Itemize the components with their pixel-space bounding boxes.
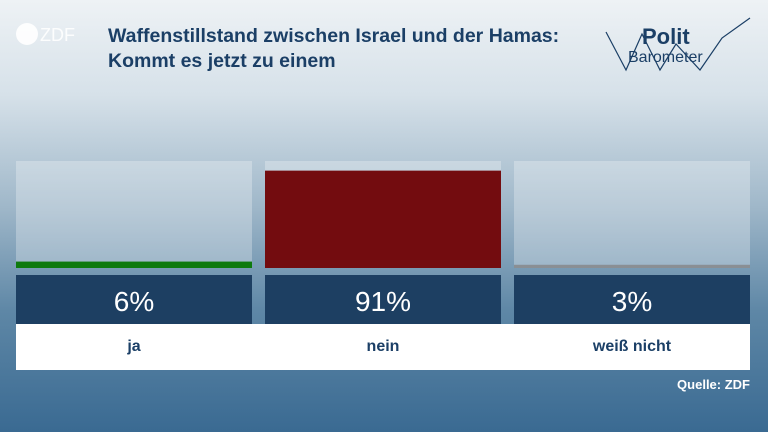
polit-word: Polit (642, 24, 690, 49)
politbarometer-zigzag-icon (605, 17, 751, 72)
value-box-nein (265, 275, 501, 325)
zdf-logo-icon: ZDF (16, 23, 75, 45)
value-label-nein: 91% (355, 286, 411, 317)
category-label-weiss-nicht: weiß nicht (592, 338, 672, 355)
value-label-weiss-nicht: 3% (612, 286, 652, 317)
category-label-nein: nein (366, 338, 400, 355)
category-label-ja: ja (127, 338, 141, 355)
value-label-ja: 6% (114, 286, 154, 317)
politbarometer-logo: Polit Barometer (604, 14, 754, 74)
value-box-ja (16, 275, 252, 325)
bar-track-weiss-nicht (514, 161, 750, 268)
bar-nein (265, 170, 501, 268)
zdf-logo-text: ZDF (40, 25, 75, 45)
bar-weiss-nicht (514, 264, 750, 268)
chart-title: Waffenstillstand zwischen Israel und der… (108, 25, 560, 72)
barometer-word: Barometer (628, 49, 703, 66)
zdf-logo: ZDF (16, 22, 80, 48)
bar-track-ja (16, 161, 252, 268)
value-box-weiss-nicht (514, 275, 750, 325)
category-label-strip (16, 324, 750, 370)
bar-ja (16, 261, 252, 268)
source-note: Quelle: ZDF (677, 377, 750, 392)
